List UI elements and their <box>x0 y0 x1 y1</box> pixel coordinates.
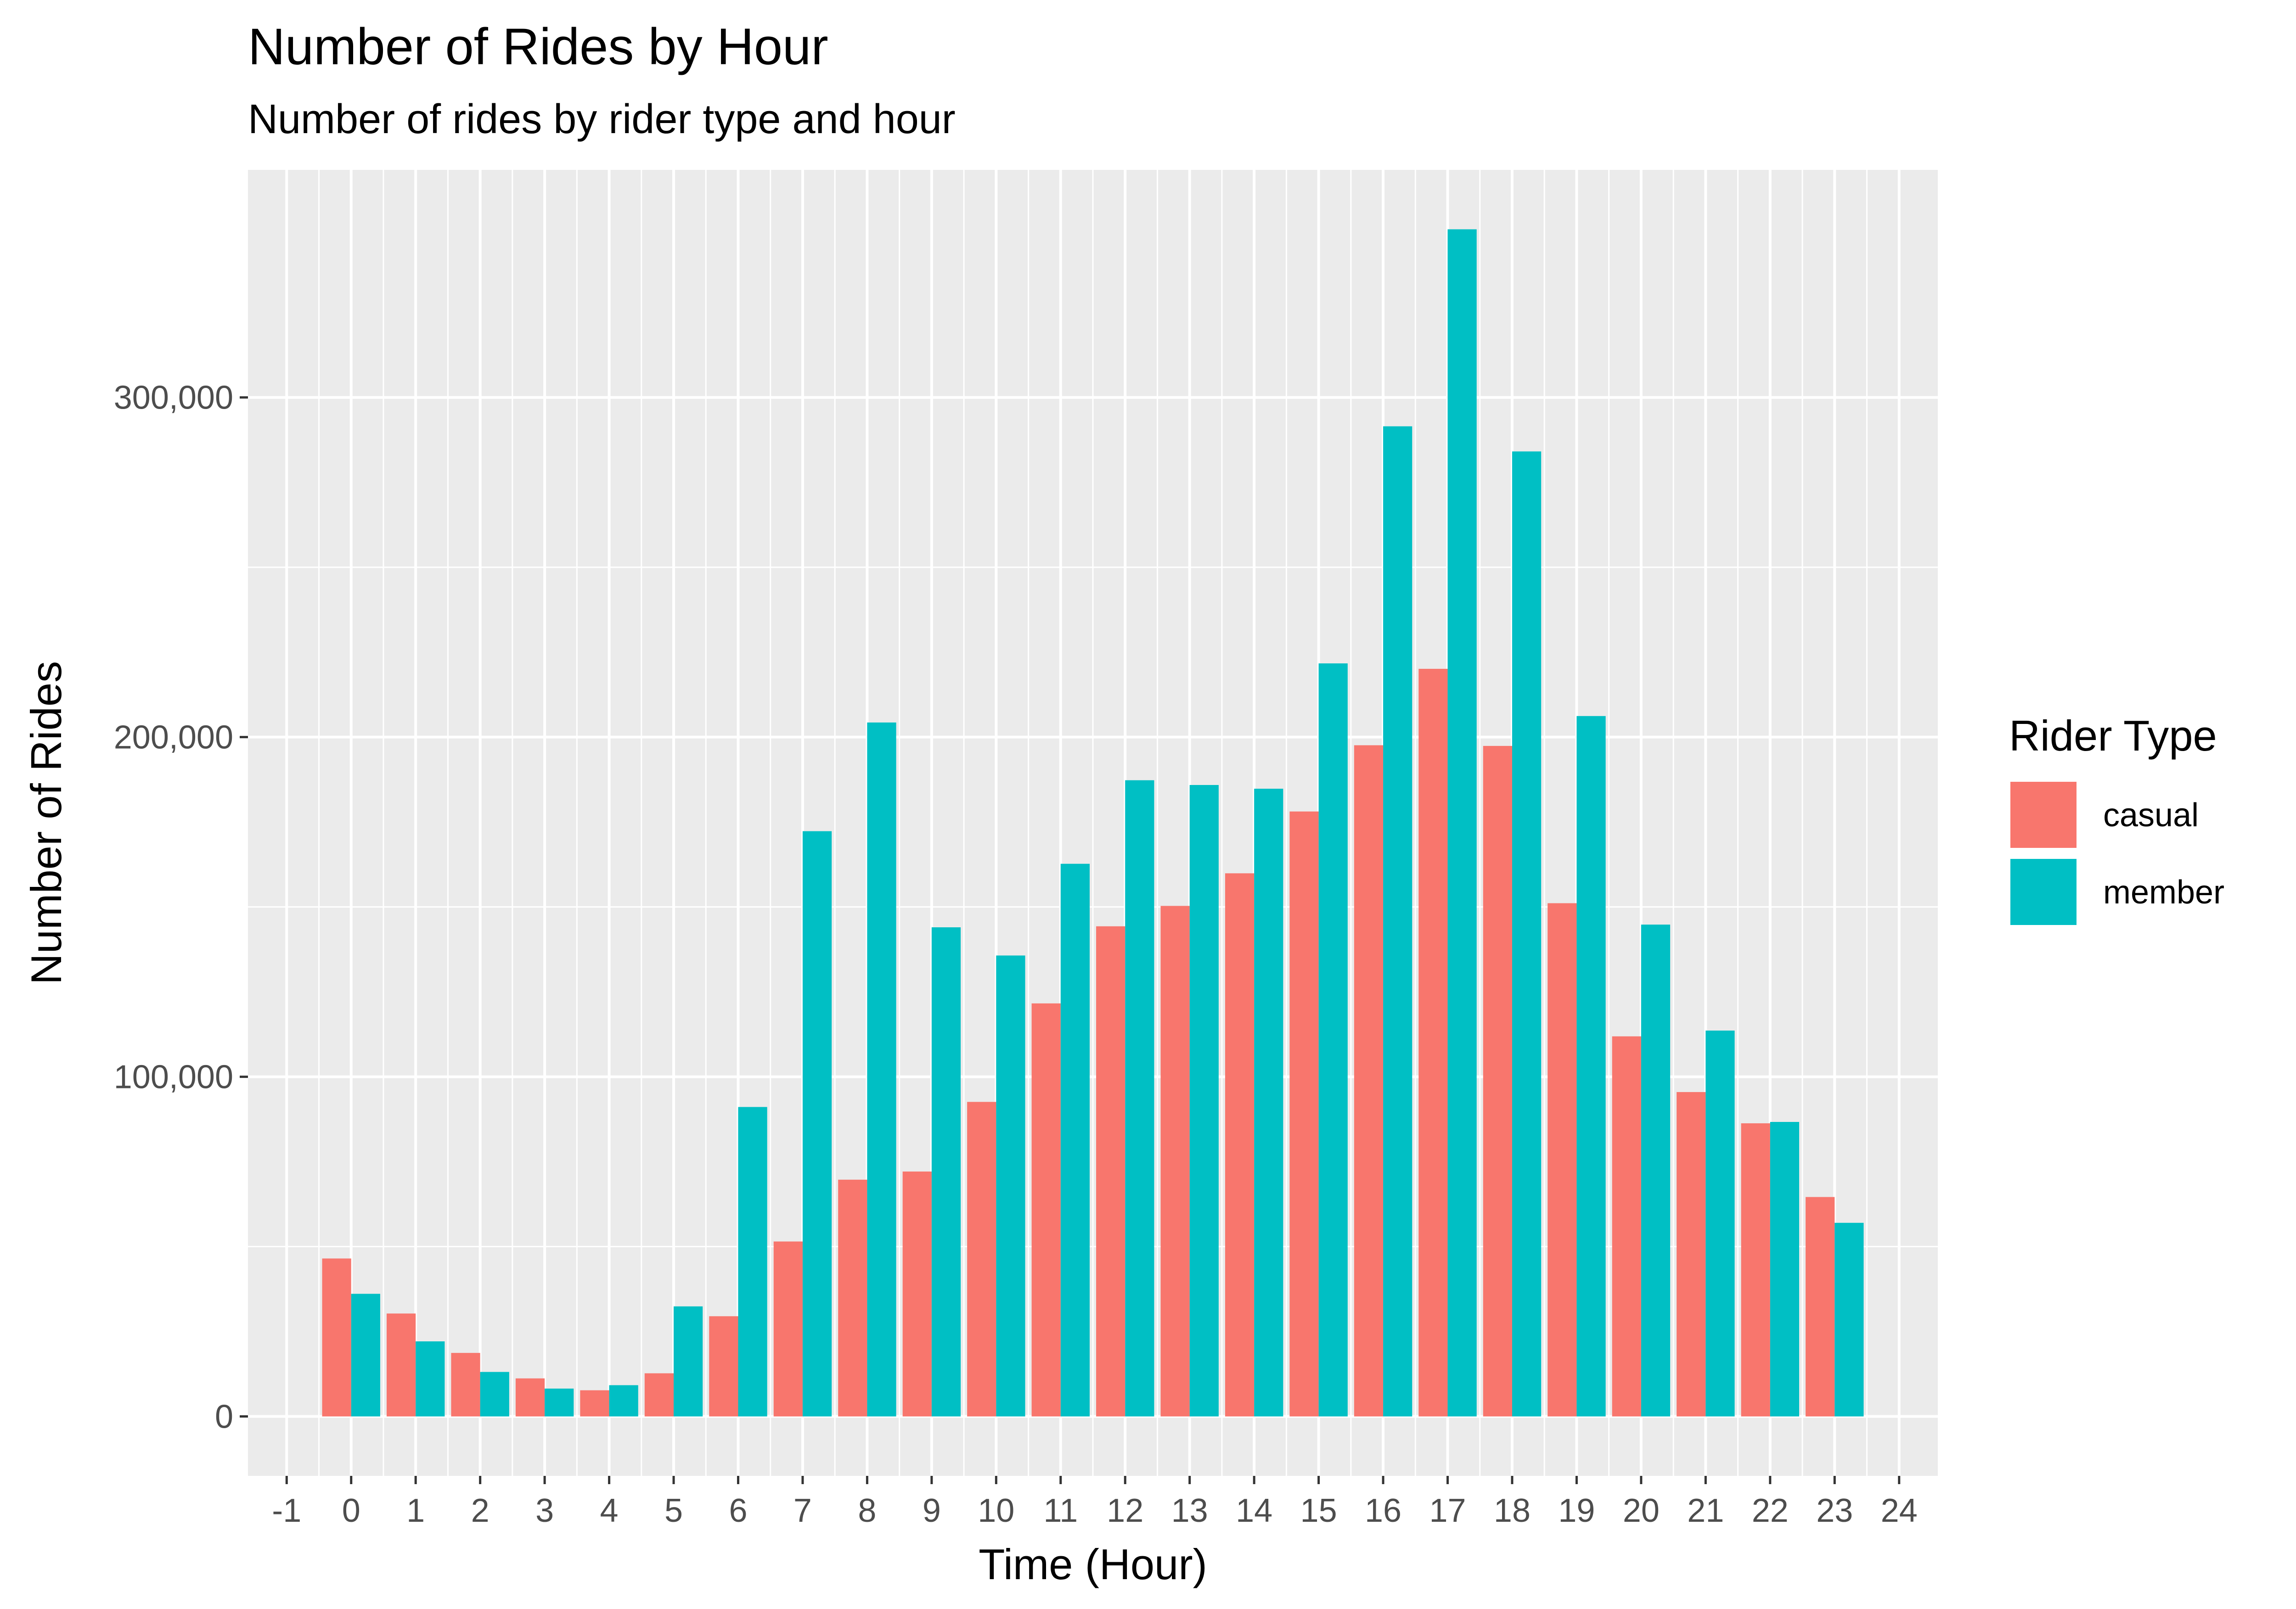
y-tick-label: 200,000 <box>114 719 233 756</box>
x-tick-label: 11 <box>1043 1492 1078 1529</box>
y-tick-label: 300,000 <box>114 380 233 416</box>
bar-casual-15 <box>1289 811 1319 1417</box>
x-tick-label: 0 <box>342 1492 360 1529</box>
x-tick-label: 8 <box>858 1492 876 1529</box>
x-tick-label: 10 <box>978 1492 1014 1529</box>
bar-casual-21 <box>1677 1092 1706 1417</box>
x-tick-label: 15 <box>1300 1492 1337 1529</box>
y-axis-title: Number of Rides <box>22 661 70 985</box>
y-tick-label: 0 <box>215 1399 233 1435</box>
legend-title: Rider Type <box>2009 712 2217 760</box>
bar-casual-13 <box>1160 906 1190 1417</box>
bar-member-4 <box>609 1385 638 1417</box>
x-tick-label: 14 <box>1236 1492 1272 1529</box>
x-tick-label: 23 <box>1816 1492 1853 1529</box>
x-tick-label: 22 <box>1752 1492 1789 1529</box>
bar-casual-7 <box>773 1241 803 1417</box>
bar-casual-22 <box>1741 1123 1770 1417</box>
bar-member-10 <box>996 955 1025 1417</box>
legend-label-casual: casual <box>2103 797 2199 834</box>
bar-member-5 <box>674 1306 703 1417</box>
bar-casual-3 <box>515 1378 545 1417</box>
x-tick-label: 6 <box>729 1492 747 1529</box>
chart-title: Number of Rides by Hour <box>248 18 828 75</box>
bar-member-2 <box>480 1372 509 1417</box>
x-tick-label: 2 <box>471 1492 490 1529</box>
bar-member-11 <box>1060 863 1090 1417</box>
x-tick-label: 18 <box>1494 1492 1531 1529</box>
x-tick-label: 7 <box>793 1492 812 1529</box>
x-tick-label: 12 <box>1107 1492 1143 1529</box>
x-tick-label: 17 <box>1429 1492 1466 1529</box>
legend-key-casual <box>2008 779 2079 851</box>
bar-casual-1 <box>386 1313 416 1417</box>
bar-member-20 <box>1641 925 1671 1417</box>
bar-member-22 <box>1770 1122 1800 1417</box>
x-tick-label: 13 <box>1171 1492 1208 1529</box>
bar-member-8 <box>867 722 896 1417</box>
x-tick-label: 16 <box>1365 1492 1401 1529</box>
bar-member-0 <box>351 1294 380 1417</box>
bar-member-23 <box>1835 1222 1864 1417</box>
bar-casual-19 <box>1548 903 1577 1417</box>
x-tick-label: 4 <box>600 1492 619 1529</box>
bar-casual-0 <box>322 1258 351 1417</box>
bar-casual-18 <box>1483 746 1512 1417</box>
x-tick-label: 1 <box>406 1492 425 1529</box>
bar-casual-11 <box>1031 1003 1061 1417</box>
bar-casual-2 <box>451 1353 480 1417</box>
bar-casual-4 <box>580 1390 609 1417</box>
bar-member-15 <box>1318 663 1348 1417</box>
bar-casual-16 <box>1354 745 1384 1417</box>
bar-member-16 <box>1383 426 1412 1417</box>
legend-key-member <box>2008 856 2079 928</box>
x-tick-label: 3 <box>535 1492 554 1529</box>
bar-member-1 <box>416 1341 445 1417</box>
bar-member-9 <box>931 927 961 1417</box>
bar-casual-6 <box>709 1316 738 1417</box>
bar-member-17 <box>1447 229 1477 1417</box>
axes: -1 0 1 2 3 4 5 6 7 8 9 10 11 12 13 14 15 16 17 18 19 20 21 22 23… <box>114 380 1918 1529</box>
y-tick-label: 100,000 <box>114 1059 233 1096</box>
x-tick-label: 24 <box>1881 1492 1918 1529</box>
bar-member-19 <box>1576 716 1606 1417</box>
x-tick-label: 21 <box>1687 1492 1724 1529</box>
bar-casual-12 <box>1096 926 1125 1417</box>
chart-subtitle: Number of rides by rider type and hour <box>248 96 956 142</box>
bar-casual-8 <box>838 1179 867 1417</box>
bar-member-18 <box>1512 451 1542 1417</box>
bar-member-3 <box>545 1388 574 1417</box>
bar-member-13 <box>1189 785 1219 1417</box>
bar-casual-14 <box>1225 873 1255 1417</box>
legend-label-member: member <box>2103 874 2224 911</box>
bar-member-14 <box>1254 789 1283 1417</box>
bar-member-6 <box>738 1107 767 1417</box>
x-tick-label: 19 <box>1558 1492 1595 1529</box>
bar-casual-17 <box>1418 668 1448 1417</box>
x-tick-label: 20 <box>1623 1492 1660 1529</box>
bar-casual-23 <box>1806 1197 1835 1417</box>
bar-member-21 <box>1705 1030 1735 1417</box>
bar-member-7 <box>802 831 832 1417</box>
legend: Rider Type casual member <box>2008 712 2224 928</box>
bar-casual-20 <box>1612 1036 1641 1417</box>
bar-casual-10 <box>967 1102 996 1417</box>
x-axis-title: Time (Hour) <box>979 1540 1207 1588</box>
bars <box>322 229 1864 1417</box>
bar-casual-9 <box>902 1172 932 1417</box>
x-tick-label: 9 <box>923 1492 941 1529</box>
bar-member-12 <box>1125 780 1154 1417</box>
bar-casual-5 <box>644 1373 674 1417</box>
x-tick-label: -1 <box>272 1492 301 1529</box>
x-tick-label: 5 <box>664 1492 683 1529</box>
